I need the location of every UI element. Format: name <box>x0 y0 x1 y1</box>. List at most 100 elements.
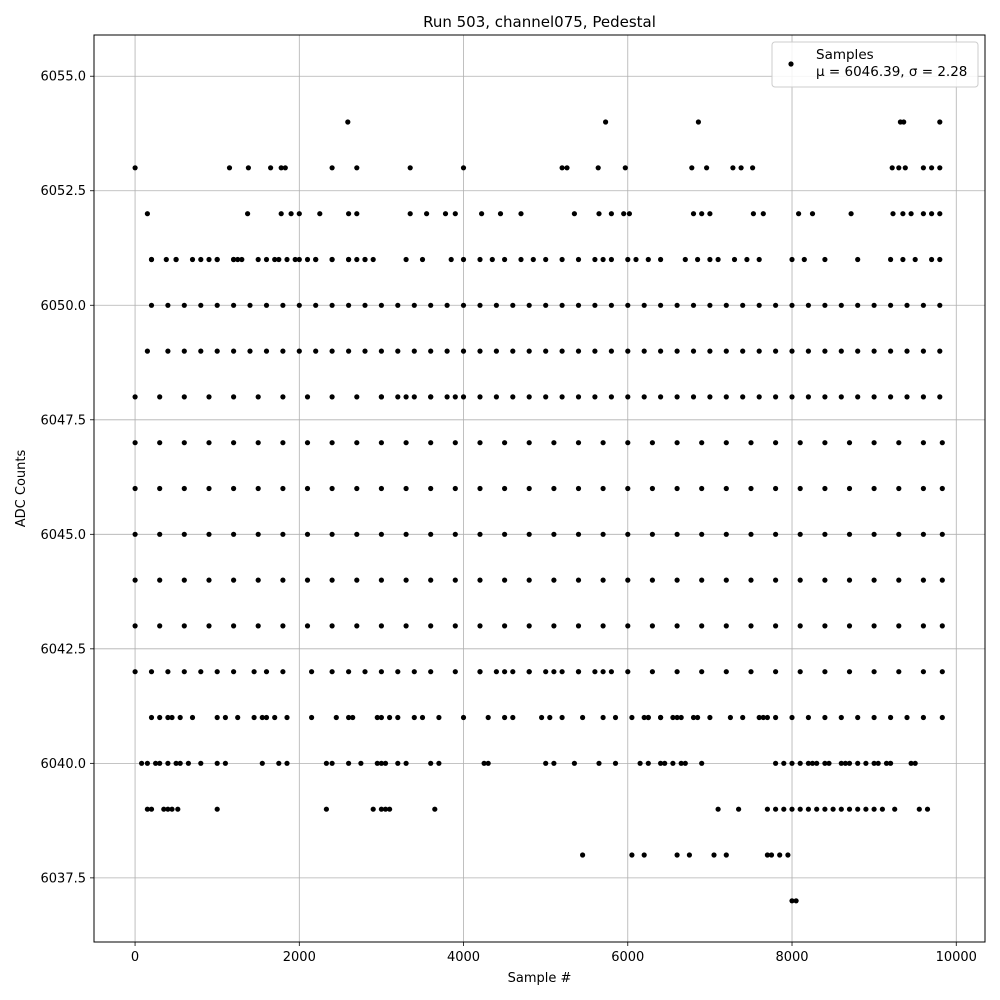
data-point <box>411 669 417 675</box>
data-point <box>477 394 483 400</box>
data-point <box>419 714 426 721</box>
data-point <box>896 485 902 492</box>
data-point <box>448 256 454 263</box>
data-point <box>346 348 352 354</box>
data-point <box>575 302 582 308</box>
data-point <box>711 852 717 858</box>
data-point <box>768 852 775 858</box>
data-point <box>282 165 288 171</box>
data-point <box>292 256 298 263</box>
data-point <box>148 806 155 812</box>
data-point <box>871 623 877 629</box>
data-point <box>629 852 635 858</box>
data-point <box>871 714 877 721</box>
data-point <box>896 531 902 537</box>
data-point <box>144 806 150 812</box>
data-point <box>715 806 721 812</box>
data-point <box>272 714 278 721</box>
data-point <box>937 256 943 263</box>
data-point <box>345 119 351 125</box>
data-point <box>374 714 380 721</box>
data-point <box>139 760 145 766</box>
data-point <box>477 531 483 537</box>
data-point <box>686 852 693 858</box>
data-point <box>526 531 532 537</box>
data-point <box>543 256 549 263</box>
data-point <box>781 806 787 812</box>
data-point <box>678 760 684 766</box>
data-point <box>904 394 910 400</box>
data-point <box>403 531 409 537</box>
data-point <box>452 577 458 583</box>
data-point <box>329 394 335 400</box>
data-point <box>625 577 631 583</box>
data-point <box>346 760 352 766</box>
data-point <box>477 623 483 629</box>
data-point <box>518 256 524 263</box>
data-point <box>889 165 895 171</box>
data-point <box>699 577 705 583</box>
data-point <box>206 623 212 629</box>
data-point <box>838 348 844 354</box>
data-point <box>937 394 943 400</box>
data-point <box>871 394 877 400</box>
data-point <box>395 348 401 354</box>
data-point <box>937 211 943 217</box>
data-point <box>575 348 582 354</box>
data-point <box>157 531 163 537</box>
data-point <box>206 256 212 263</box>
data-point <box>231 485 237 492</box>
data-point <box>477 669 483 675</box>
data-point <box>848 211 854 217</box>
data-point <box>822 669 828 675</box>
data-point <box>502 577 508 583</box>
data-point <box>846 531 853 537</box>
data-point <box>674 531 680 537</box>
data-point <box>255 440 261 446</box>
data-point <box>608 256 615 263</box>
data-point <box>871 302 877 308</box>
data-point <box>378 760 384 766</box>
data-point <box>789 302 795 308</box>
data-point <box>658 348 664 354</box>
data-point <box>871 577 877 583</box>
data-point <box>378 714 384 721</box>
data-point <box>231 531 237 537</box>
data-point <box>871 531 877 537</box>
data-point <box>329 348 335 354</box>
data-point <box>748 669 754 675</box>
data-point <box>452 211 458 217</box>
data-point <box>896 669 902 675</box>
data-point <box>838 394 844 400</box>
data-point <box>551 623 557 629</box>
data-point <box>571 760 578 766</box>
data-point <box>296 348 302 354</box>
data-point <box>559 302 565 308</box>
data-point <box>198 669 204 675</box>
data-point <box>346 714 352 721</box>
data-point <box>403 577 409 583</box>
data-point <box>855 394 861 400</box>
y-tick-label: 6050.0 <box>41 299 87 314</box>
data-point <box>939 714 945 721</box>
data-point <box>920 577 927 583</box>
data-point <box>871 669 877 675</box>
data-point <box>559 714 565 721</box>
data-point <box>132 165 138 171</box>
data-point <box>939 440 945 446</box>
data-point <box>206 440 212 446</box>
data-point <box>920 623 927 629</box>
data-point <box>280 348 286 354</box>
data-point <box>904 302 910 308</box>
data-point <box>773 760 779 766</box>
data-point <box>493 302 499 308</box>
data-point <box>304 440 311 446</box>
data-points <box>132 119 945 904</box>
data-point <box>603 119 609 125</box>
data-point <box>460 165 467 171</box>
data-point <box>198 256 204 263</box>
data-point <box>871 440 877 446</box>
data-point <box>608 302 615 308</box>
data-point <box>354 165 360 171</box>
data-point <box>419 256 426 263</box>
